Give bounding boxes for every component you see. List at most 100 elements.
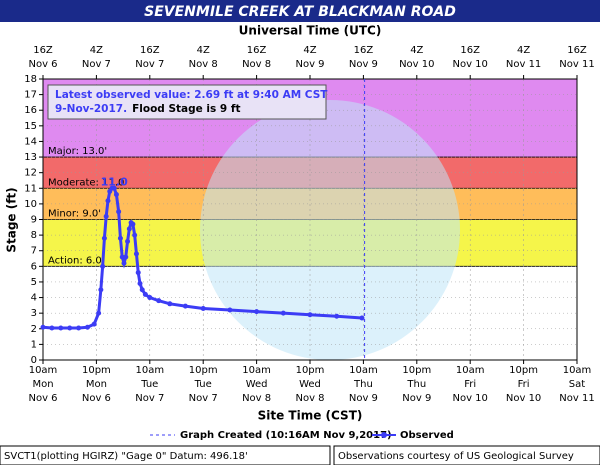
data-point — [40, 324, 46, 330]
x-tick-label: Nov 8 — [295, 393, 324, 404]
data-point — [100, 263, 106, 269]
title-bar — [0, 0, 600, 22]
y-axis-title: Stage (ft) — [5, 187, 19, 252]
data-point — [280, 310, 286, 316]
x-tick-label: 10pm — [509, 365, 538, 376]
data-point — [85, 324, 90, 330]
y-tick-label: 1 — [31, 339, 37, 350]
x2-tick-label: Nov 6 — [28, 59, 57, 70]
x2-tick-label: 4Z — [197, 45, 210, 56]
y-tick-label: 0 — [31, 355, 37, 366]
data-point — [117, 235, 123, 241]
x-tick-label: 10am — [563, 365, 592, 376]
x-tick-label: Nov 10 — [506, 393, 541, 404]
data-point — [167, 301, 173, 307]
x-tick-label: Mon — [32, 379, 53, 390]
footer-left: SVCT1(plotting HGIRZ) "Gage 0" Datum: 49… — [4, 451, 248, 462]
data-point — [147, 295, 153, 301]
x-tick-label: Nov 6 — [28, 393, 57, 404]
x-tick-label: Nov 11 — [559, 393, 594, 404]
data-point — [137, 281, 143, 287]
data-point — [359, 315, 365, 321]
x2-tick-label: 16Z — [140, 45, 160, 56]
data-point — [123, 254, 129, 260]
x2-tick-label: Nov 10 — [399, 59, 434, 70]
info-text: 9-Nov-2017. Flood Stage is 9 ft — [55, 103, 240, 115]
x-tick-label: Nov 9 — [349, 393, 378, 404]
x2-tick-label: 16Z — [247, 45, 267, 56]
x-tick-label: Fri — [518, 379, 530, 390]
data-point — [132, 232, 138, 238]
x-tick-label: 10am — [242, 365, 271, 376]
data-point — [156, 298, 162, 304]
data-point — [119, 254, 125, 260]
y-tick-label: 11 — [24, 183, 37, 194]
x-tick-label: Tue — [140, 379, 158, 390]
plot-frame — [42, 78, 578, 361]
y-tick-label: 12 — [24, 168, 37, 179]
x2-tick-label: 16Z — [567, 45, 587, 56]
x-tick-label: Nov 7 — [189, 393, 218, 404]
x-tick-label: 10pm — [82, 365, 111, 376]
x-tick-label: Nov 10 — [452, 393, 487, 404]
x2-tick-label: 16Z — [354, 45, 374, 56]
data-point — [49, 325, 55, 331]
x-tick-label: Thu — [353, 379, 373, 390]
x-tick-label: 10am — [456, 365, 485, 376]
x2-tick-label: Nov 7 — [82, 59, 111, 70]
data-point — [133, 251, 139, 257]
x2-tick-label: Nov 7 — [135, 59, 164, 70]
y-tick-label: 15 — [24, 121, 37, 132]
flood-label: Major: 13.0' — [48, 146, 107, 157]
x-tick-label: 10pm — [402, 365, 431, 376]
x2-tick-label: Nov 8 — [242, 59, 271, 70]
data-point — [101, 235, 107, 241]
data-point — [334, 313, 340, 319]
x2-tick-label: Nov 11 — [559, 59, 594, 70]
data-point — [67, 325, 73, 331]
x-tick-label: Sat — [569, 379, 585, 390]
x2-tick-label: Nov 9 — [349, 59, 378, 70]
x-tick-label: 10am — [29, 365, 58, 376]
info-box — [47, 84, 327, 120]
x-tick-label: Thu — [406, 379, 426, 390]
y-tick-label: 17 — [24, 90, 37, 101]
data-point — [200, 305, 206, 311]
y-tick-label: 14 — [24, 136, 37, 147]
x-tick-label: Nov 8 — [242, 393, 271, 404]
x2-tick-label: 4Z — [303, 45, 316, 56]
data-point — [113, 192, 119, 198]
x2-tick-label: Nov 8 — [189, 59, 218, 70]
y-tick-label: 4 — [31, 293, 37, 304]
data-point — [98, 287, 104, 293]
data-point — [76, 325, 82, 331]
footer-left-box — [0, 445, 331, 465]
legend-label: Observed — [400, 430, 454, 441]
y-tick-label: 2 — [31, 324, 37, 335]
x-tick-label: Nov 6 — [82, 393, 111, 404]
flood-label: Action: 6.0' — [48, 255, 105, 266]
x2-tick-label: 16Z — [33, 45, 53, 56]
data-point — [142, 291, 148, 297]
data-point — [105, 198, 111, 204]
x-tick-label: 10am — [136, 365, 165, 376]
data-point — [139, 287, 145, 293]
data-point — [307, 312, 313, 318]
footer-right-box — [333, 445, 600, 465]
y-tick-label: 7 — [31, 246, 37, 257]
y-tick-label: 9 — [31, 215, 37, 226]
data-point — [111, 185, 117, 191]
x-tick-label: 10am — [349, 365, 378, 376]
x-tick-label: Nov 9 — [402, 393, 431, 404]
y-tick-label: 13 — [24, 152, 37, 163]
y-tick-label: 3 — [31, 308, 37, 319]
data-point — [135, 270, 141, 276]
data-point — [227, 307, 233, 313]
x-tick-label: Tue — [194, 379, 212, 390]
x2-tick-label: 16Z — [460, 45, 480, 56]
x-tick-label: Mon — [86, 379, 107, 390]
chart-title: SEVENMILE CREEK AT BLACKMAN ROAD — [144, 4, 456, 20]
data-point — [91, 321, 97, 327]
x2-tick-label: Nov 11 — [506, 59, 541, 70]
